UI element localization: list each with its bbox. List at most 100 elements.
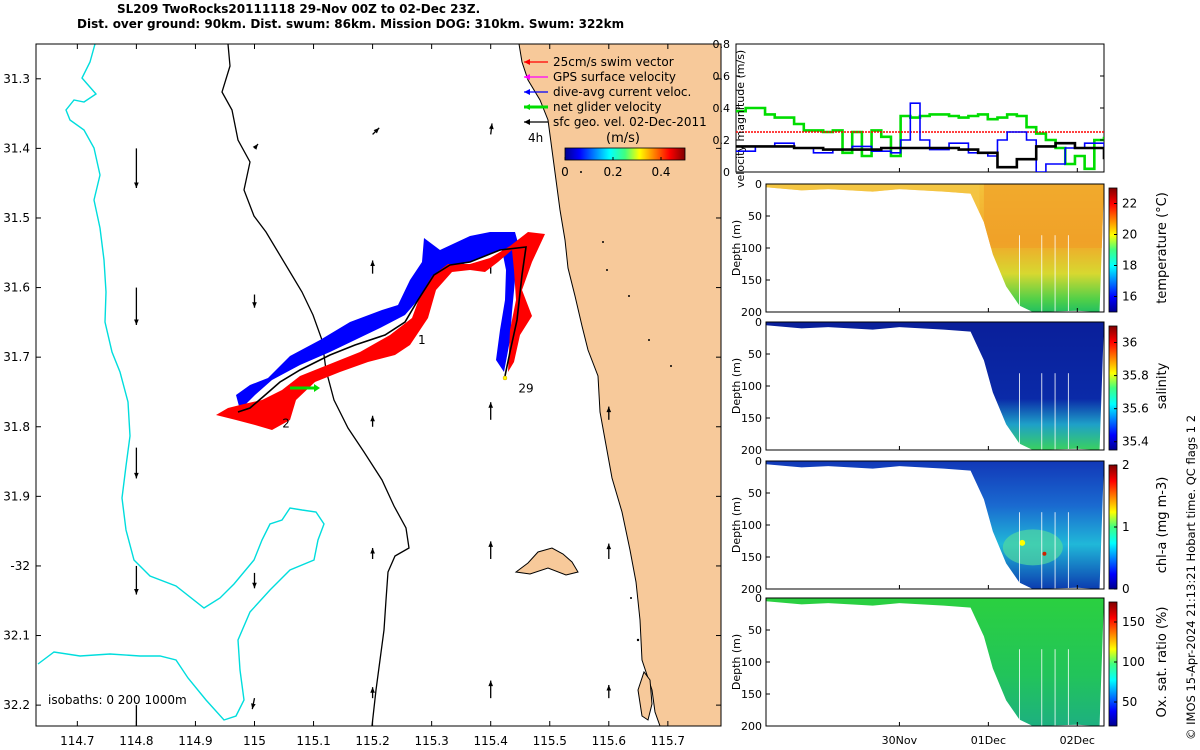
map-y-tick-label: 31.6: [3, 281, 30, 295]
section-colorbar-tick-label: 36: [1122, 336, 1137, 350]
section-colorbar-tick-label: 35.4: [1122, 435, 1149, 449]
velocity-series-line: [736, 141, 1104, 169]
colorbar-bar: [564, 147, 686, 161]
section-colorbar-label: Ox. sat. ratio (%): [1155, 607, 1170, 718]
legend-duration-label: 4h: [528, 131, 543, 145]
section-colorbar-tick-label: 35.8: [1122, 369, 1149, 383]
section-y-tick-label: 0: [755, 455, 762, 468]
section-y-tick-label: 200: [741, 444, 762, 457]
track-day-label: 29: [518, 381, 533, 395]
section-colorbar-tick-label: 22: [1122, 197, 1137, 211]
section-colorbar-tick-label: 35.6: [1122, 402, 1149, 416]
surface-vector-head: [134, 725, 139, 726]
surface-vector-head: [606, 406, 612, 413]
surface-vector-head: [606, 684, 612, 691]
velocity-y-tick-label: 0.4: [713, 102, 731, 115]
surface-vector-head: [488, 402, 494, 408]
dive-avg-current-band: [236, 232, 520, 410]
velocity-ylabel: velocity magnitude (m/s): [734, 50, 747, 188]
section-colorbar-tick-label: 1: [1122, 520, 1130, 534]
chart-title-line2: Dist. over ground: 90km. Dist. swum: 86k…: [77, 17, 625, 31]
track-start-marker: [502, 375, 508, 381]
velocity-series-line: [736, 102, 1104, 172]
track-day-label: 1: [418, 333, 426, 347]
surface-vector-head: [489, 123, 494, 130]
map-y-tick-label: 32.2: [3, 698, 30, 712]
velocity-y-tick-label: 0: [723, 166, 730, 179]
section-y-tick-label: 50: [748, 487, 762, 500]
map-x-tick-label: 115.3: [414, 734, 448, 748]
section-colorbar-tick-label: 20: [1122, 228, 1137, 242]
section-colorbar-label: salinity: [1155, 362, 1170, 409]
legend-label: GPS surface velocity: [553, 70, 676, 84]
section-warm-region: [983, 184, 1104, 248]
section-colorbar: [1108, 325, 1118, 451]
surface-vector-head: [252, 582, 257, 589]
legend-swatch-head: [524, 74, 530, 80]
surface-vector-head: [373, 127, 380, 134]
isobath-note: isobaths: 0 200 1000m: [48, 693, 187, 707]
map-x-tick-label: 115.6: [592, 734, 626, 748]
legend-swatch-head: [524, 104, 530, 110]
isobath-1000m: [37, 44, 325, 721]
island-south: [637, 670, 653, 721]
section-colorbar: [1108, 601, 1118, 727]
map-y-tick-label: 31.7: [3, 350, 30, 364]
surface-vector-head: [488, 680, 494, 687]
velocity-y-tick-label: 0.2: [713, 134, 731, 147]
surface-vector-head: [134, 589, 139, 595]
velocity-panel: 0 0.2 0.4 0.6 0.8 velocity magnitude (m/s): [713, 38, 1105, 188]
coast-speckles: [580, 171, 672, 642]
section-chl-maximum: [1002, 529, 1063, 566]
velocity-y-tick-label: 0.6: [713, 70, 731, 83]
section-ylabel: Depth (m): [730, 634, 743, 690]
section-y-tick-label: 200: [741, 720, 762, 733]
map-x-tick-label: 115.7: [651, 734, 685, 748]
section-ylabel: Depth (m): [730, 358, 743, 414]
map-y-tick-label: 32.1: [3, 629, 30, 643]
surface-vector-head: [370, 547, 375, 554]
section-colorbar-tick-label: 18: [1122, 259, 1137, 273]
time-tick-label: 30Nov: [882, 734, 918, 747]
map-panel: 29 1 2 114.7 114.8 114.9 115 115.1 115.2 115.3 11…: [3, 43, 722, 748]
legend-swatch-head: [524, 89, 530, 95]
section-panel-chlorophyll: 0 50 100 150 200 Depth (m) 0 1 2 chl-a (mg m-3): [730, 455, 1170, 596]
legend-entry: sfc geo. vel. 02-Dec-2011: [524, 115, 707, 129]
velocity-y-tick-label: 0.8: [713, 38, 731, 51]
section-colorbar-tick-label: 16: [1122, 290, 1137, 304]
map-x-tick-label: 114.9: [178, 734, 212, 748]
legend-swatch-head: [524, 119, 530, 125]
legend-label: net glider velocity: [553, 100, 661, 114]
section-colorbar-tick-label: 100: [1122, 655, 1145, 669]
surface-vector-head: [370, 260, 375, 266]
legend-swatch-head: [524, 59, 530, 65]
surface-vector-head: [370, 415, 375, 422]
map-x-tick-label: 115.1: [296, 734, 330, 748]
colorbar-tick-label: 0.2: [603, 165, 622, 179]
track-day-label: 2: [282, 416, 290, 430]
section-y-tick-label: 100: [741, 380, 762, 393]
map-x-tick-label: 114.7: [60, 734, 94, 748]
section-panel-oxygen: 0 50 100 150 200 Depth (m) 50 100 150 Ox. sat. ra…: [730, 592, 1170, 733]
surface-vector-head: [488, 541, 494, 547]
glider-track-vectors: [216, 232, 545, 430]
section-y-tick-label: 150: [741, 274, 762, 287]
surface-vector-head: [370, 687, 375, 693]
land-area: [518, 44, 721, 726]
section-panel-temperature: 0 50 100 150 200 Depth (m) 16 18 20 22 temperature…: [730, 178, 1170, 319]
colorbar-label: (m/s): [606, 131, 640, 146]
map-y-tick-label: 31.8: [3, 420, 30, 434]
legend-entry: dive-avg current veloc.: [524, 85, 691, 99]
chart-title-line1: SL209 TwoRocks20111118 29-Nov 00Z to 02-…: [117, 2, 481, 16]
surface-vector-head: [252, 302, 257, 308]
section-y-tick-label: 100: [741, 519, 762, 532]
section-panel-salinity: 0 50 100 150 200 Depth (m) 35.4 35.6 35.8 36 salin…: [730, 316, 1170, 457]
section-colorbar-tick-label: 2: [1122, 458, 1130, 472]
section-y-tick-label: 200: [741, 583, 762, 596]
section-ylabel: Depth (m): [730, 220, 743, 276]
surface-vector-head: [251, 703, 256, 710]
island: [514, 547, 579, 576]
legend-label: sfc geo. vel. 02-Dec-2011: [553, 115, 707, 129]
map-x-tick-label: 114.8: [119, 734, 153, 748]
